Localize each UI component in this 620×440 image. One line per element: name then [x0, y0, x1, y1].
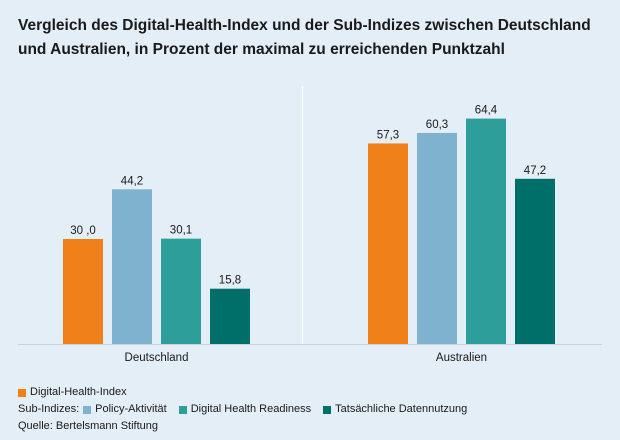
data-label-deutschland-policy: 44,2 — [121, 175, 143, 187]
bar-australien-policy — [417, 132, 457, 344]
data-label-deutschland-readiness: 30,1 — [170, 225, 192, 237]
legend-label-digital-health-index: Digital-Health-Index — [30, 386, 127, 398]
legend-label-datennutzung: Tatsächliche Datennutzung — [335, 403, 468, 415]
legend-sub-row: Sub-Indizes: Policy-Aktivität Digital He… — [18, 401, 479, 418]
legend-item-digital-health-index: Digital-Health-Index — [18, 384, 127, 401]
source-note: Quelle: Bertelsmann Stiftung — [18, 420, 159, 432]
data-label-australien-readiness: 64,4 — [475, 105, 498, 117]
legend-sub-prefix: Sub-Indizes: — [18, 403, 80, 415]
data-label-deutschland-datennutzung: 15,8 — [219, 275, 241, 287]
data-label-australien-datennutzung: 47,2 — [524, 165, 546, 177]
chart-title-subtitle: in Prozent der maximal zu erreichenden P… — [130, 41, 505, 58]
legend-swatch-digital-health-index — [18, 388, 26, 397]
bar-deutschland-digital-health-index — [63, 239, 103, 344]
bar-deutschland-datennutzung — [210, 288, 250, 344]
legend-swatch-datennutzung — [323, 405, 332, 414]
chart-title: Vergleich des Digital-Health-Index und d… — [18, 14, 608, 62]
bar-australien-readiness — [466, 118, 506, 344]
bar-australien-datennutzung — [515, 178, 555, 344]
data-label-australien-policy: 60,3 — [426, 119, 448, 131]
legend-item-readiness: Digital Health Readiness — [178, 401, 312, 418]
legend-source-row: Quelle: Bertelsmann Stiftung — [18, 418, 479, 435]
legend-label-readiness: Digital Health Readiness — [190, 403, 312, 415]
legend-main-row: Digital-Health-Index — [18, 384, 479, 401]
legend: Digital-Health-Index Sub-Indizes: Policy… — [18, 384, 479, 435]
legend-item-policy: Policy-Aktivität — [83, 401, 167, 418]
category-label-deutschland: Deutschland — [125, 352, 189, 364]
legend-item-datennutzung: Tatsächliche Datennutzung — [323, 401, 467, 418]
chart-title-bold: Vergleich des Digital-Health-Index und d… — [18, 17, 591, 58]
legend-swatch-readiness — [178, 405, 187, 414]
bar-australien-digital-health-index — [368, 143, 408, 344]
legend-swatch-policy — [83, 405, 92, 414]
bar-deutschland-policy — [112, 189, 152, 344]
bar-deutschland-readiness — [161, 238, 201, 344]
data-label-australien-digital-health-index: 57,3 — [377, 129, 399, 141]
data-label-deutschland-digital-health-index: 30 ,0 — [70, 225, 96, 237]
legend-label-policy: Policy-Aktivität — [95, 403, 167, 415]
category-label-australien: Australien — [436, 352, 487, 364]
